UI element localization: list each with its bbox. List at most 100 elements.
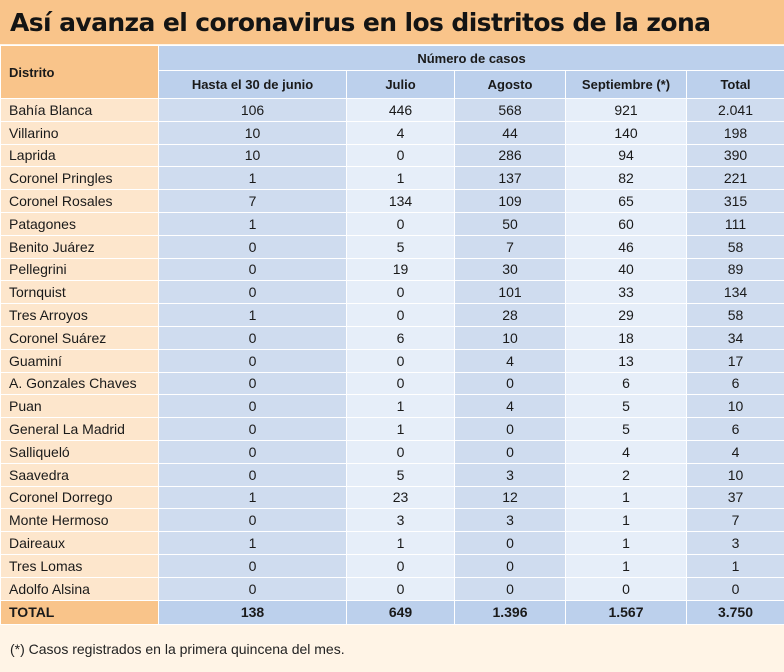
table-body: Bahía Blanca 106 446 568 921 2.041 Villarino 10… xyxy=(0,98,784,601)
cell-june: 10 xyxy=(158,143,347,168)
cell-total: 2.041 xyxy=(686,98,784,122)
table-row: Salliqueló 0 0 0 4 4 xyxy=(0,439,784,464)
cell-july: 1 xyxy=(346,531,455,555)
table-row: Coronel Pringles 1 1 137 82 221 xyxy=(0,166,784,191)
cell-total: 221 xyxy=(686,166,784,191)
table-row: Tres Arroyos 1 0 28 29 58 xyxy=(0,303,784,327)
cell-july: 446 xyxy=(346,98,455,122)
total-label: TOTAL xyxy=(0,599,159,625)
district-name: Coronel Dorrego xyxy=(0,485,159,510)
cell-total: 7 xyxy=(686,508,784,533)
cell-total: 10 xyxy=(686,394,784,419)
cell-september: 921 xyxy=(565,98,687,122)
table-row: Pellegrini 0 19 30 40 89 xyxy=(0,257,784,282)
cell-total: 6 xyxy=(686,371,784,396)
district-name: Tres Arroyos xyxy=(0,303,159,327)
district-name: Monte Hermoso xyxy=(0,508,159,533)
cell-total: 4 xyxy=(686,439,784,464)
cell-august: 286 xyxy=(454,143,566,168)
cell-july: 0 xyxy=(346,211,455,236)
cell-august: 3 xyxy=(454,462,566,487)
cell-total: 34 xyxy=(686,325,784,350)
cell-september: 4 xyxy=(565,439,687,464)
column-header-july: Julio xyxy=(346,70,455,99)
cell-september: 29 xyxy=(565,303,687,327)
cell-august: 12 xyxy=(454,485,566,510)
cell-august: 137 xyxy=(454,166,566,191)
cell-total: 58 xyxy=(686,303,784,327)
total-row: TOTAL 138 649 1.396 1.567 3.750 xyxy=(0,599,784,625)
cell-june: 0 xyxy=(158,508,347,533)
cell-september: 5 xyxy=(565,394,687,419)
cell-june: 1 xyxy=(158,531,347,555)
cell-june: 0 xyxy=(158,576,347,601)
cell-september: 46 xyxy=(565,234,687,259)
cell-july: 0 xyxy=(346,439,455,464)
cell-september: 33 xyxy=(565,280,687,305)
district-name: Patagones xyxy=(0,211,159,236)
cell-july: 0 xyxy=(346,553,455,578)
cell-total: 3 xyxy=(686,531,784,555)
table-row: Tres Lomas 0 0 0 1 1 xyxy=(0,553,784,578)
cell-august: 10 xyxy=(454,325,566,350)
cell-august: 50 xyxy=(454,211,566,236)
cell-july: 19 xyxy=(346,257,455,282)
cell-total: 17 xyxy=(686,348,784,373)
cell-september: 1 xyxy=(565,553,687,578)
table-row: General La Madrid 0 1 0 5 6 xyxy=(0,417,784,441)
cell-august: 0 xyxy=(454,531,566,555)
table-row: Tornquist 0 0 101 33 134 xyxy=(0,280,784,305)
district-name: Pellegrini xyxy=(0,257,159,282)
cell-july: 0 xyxy=(346,280,455,305)
table-row: Bahía Blanca 106 446 568 921 2.041 xyxy=(0,98,784,122)
cell-september: 1 xyxy=(565,508,687,533)
table-row: Monte Hermoso 0 3 3 1 7 xyxy=(0,508,784,533)
cell-august: 0 xyxy=(454,371,566,396)
cell-august: 109 xyxy=(454,189,566,213)
cell-total: 198 xyxy=(686,120,784,145)
cell-august: 28 xyxy=(454,303,566,327)
cell-september: 5 xyxy=(565,417,687,441)
cell-june: 1 xyxy=(158,211,347,236)
table-row: Adolfo Alsina 0 0 0 0 0 xyxy=(0,576,784,601)
cell-total: 111 xyxy=(686,211,784,236)
total-cell-august: 1.396 xyxy=(454,599,566,625)
table-row: A. Gonzales Chaves 0 0 0 6 6 xyxy=(0,371,784,396)
district-name: Daireaux xyxy=(0,531,159,555)
cell-july: 0 xyxy=(346,576,455,601)
cell-august: 0 xyxy=(454,439,566,464)
cell-july: 0 xyxy=(346,303,455,327)
cell-june: 0 xyxy=(158,280,347,305)
cell-july: 6 xyxy=(346,325,455,350)
cell-june: 0 xyxy=(158,394,347,419)
cell-july: 0 xyxy=(346,143,455,168)
district-name: Adolfo Alsina xyxy=(0,576,159,601)
cell-july: 0 xyxy=(346,348,455,373)
table-row: Villarino 10 4 44 140 198 xyxy=(0,120,784,145)
cell-august: 3 xyxy=(454,508,566,533)
district-name: Salliqueló xyxy=(0,439,159,464)
cell-june: 7 xyxy=(158,189,347,213)
table-row: Coronel Suárez 0 6 10 18 34 xyxy=(0,325,784,350)
cell-total: 390 xyxy=(686,143,784,168)
cell-august: 0 xyxy=(454,417,566,441)
cell-total: 58 xyxy=(686,234,784,259)
cell-june: 10 xyxy=(158,120,347,145)
table-row: Patagones 1 0 50 60 111 xyxy=(0,211,784,236)
district-name: A. Gonzales Chaves xyxy=(0,371,159,396)
cell-total: 89 xyxy=(686,257,784,282)
cell-total: 10 xyxy=(686,462,784,487)
district-name: Coronel Suárez xyxy=(0,325,159,350)
district-name: Coronel Rosales xyxy=(0,189,159,213)
cell-september: 40 xyxy=(565,257,687,282)
column-header-september: Septiembre (*) xyxy=(565,70,687,99)
cell-june: 1 xyxy=(158,485,347,510)
cell-june: 1 xyxy=(158,303,347,327)
cell-september: 6 xyxy=(565,371,687,396)
cell-august: 4 xyxy=(454,348,566,373)
cell-july: 23 xyxy=(346,485,455,510)
footnote: (*) Casos registrados en la primera quin… xyxy=(10,641,345,657)
district-name: Benito Juárez xyxy=(0,234,159,259)
cell-september: 140 xyxy=(565,120,687,145)
